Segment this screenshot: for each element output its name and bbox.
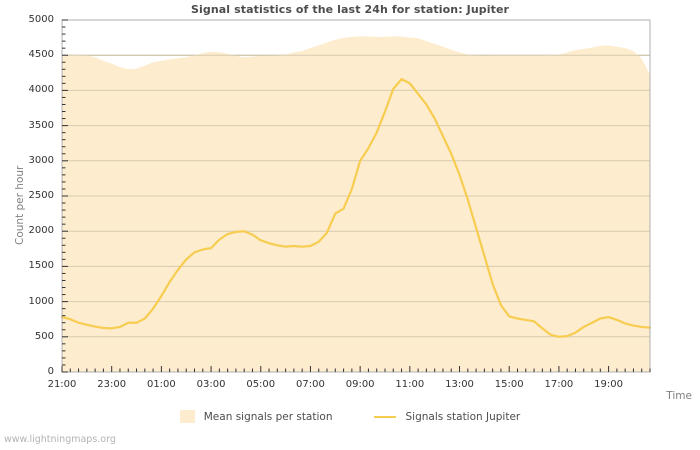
legend-item-station-jupiter[interactable]: Signals station Jupiter xyxy=(374,411,520,423)
x-tick-label: 21:00 xyxy=(47,379,77,390)
line-swatch-icon xyxy=(374,415,397,418)
area-swatch-icon xyxy=(179,410,195,423)
y-tick-label: 0 xyxy=(47,366,54,377)
x-tick-label: 07:00 xyxy=(296,379,325,390)
y-tick-label: 1000 xyxy=(28,295,54,307)
chart-legend: Mean signals per station Signals station… xyxy=(0,410,700,423)
x-tick-label: 03:00 xyxy=(196,379,226,390)
watermark: www.lightningmaps.org xyxy=(4,434,116,445)
legend-item-mean-signals[interactable]: Mean signals per station xyxy=(179,410,333,423)
y-tick-label: 4000 xyxy=(28,84,54,96)
y-tick-label: 5000 xyxy=(28,14,54,25)
legend-label-station-jupiter: Signals station Jupiter xyxy=(405,410,521,423)
y-tick-label: 3500 xyxy=(28,119,54,131)
y-tick-label: 1500 xyxy=(28,260,54,272)
chart-title: Signal statistics of the last 24h for st… xyxy=(190,3,510,16)
x-tick-label: 13:00 xyxy=(445,379,474,390)
x-tick-label: 23:00 xyxy=(97,379,127,390)
y-tick-label: 500 xyxy=(34,330,54,342)
x-tick-label: 05:00 xyxy=(246,379,276,390)
legend-label-mean-signals: Mean signals per station xyxy=(203,410,333,423)
x-tick-label: 01:00 xyxy=(146,379,176,390)
x-tick-label: 19:00 xyxy=(594,379,623,390)
y-tick-label: 2500 xyxy=(28,190,54,201)
x-axis-title: Time xyxy=(666,390,692,402)
x-tick-label: 11:00 xyxy=(395,379,425,390)
y-tick-label: 2000 xyxy=(28,225,54,237)
x-tick-label: 15:00 xyxy=(494,379,524,390)
y-tick-label: 4500 xyxy=(28,49,54,61)
x-tick-label: 09:00 xyxy=(345,379,375,390)
y-tick-label: 3000 xyxy=(28,154,54,166)
line-series-station-jupiter xyxy=(60,78,652,338)
area-series-mean-signals xyxy=(62,36,650,372)
x-tick-label: 17:00 xyxy=(544,379,574,390)
